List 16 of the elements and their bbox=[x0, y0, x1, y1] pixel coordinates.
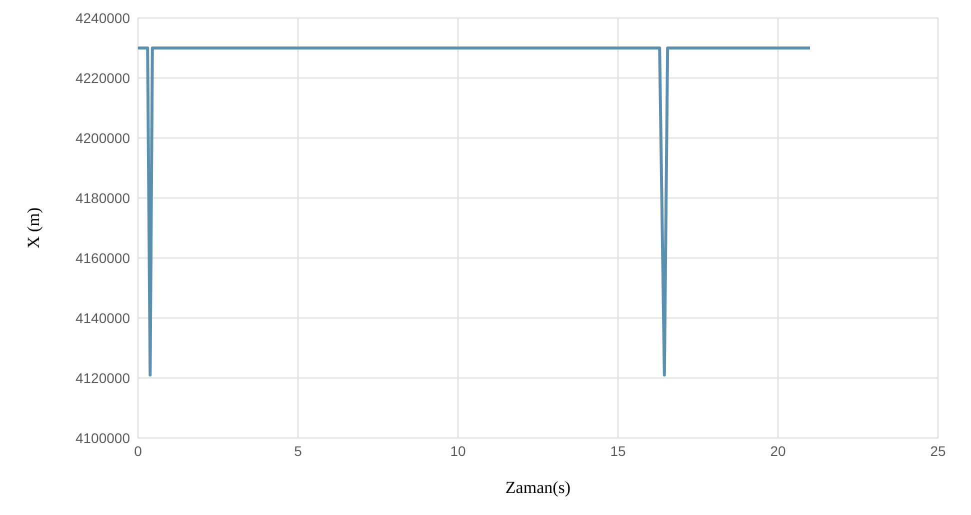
y-tick-label: 4240000 bbox=[75, 10, 130, 26]
x-tick-label: 5 bbox=[294, 442, 302, 459]
y-tick-label: 4140000 bbox=[75, 310, 130, 326]
y-tick-label: 4200000 bbox=[75, 130, 130, 146]
x-tick-label: 20 bbox=[770, 442, 786, 459]
y-axis-title: X (m) bbox=[24, 207, 44, 249]
x-tick-label: 10 bbox=[450, 442, 466, 459]
y-tick-label: 4220000 bbox=[75, 70, 130, 86]
x-tick-label: 15 bbox=[610, 442, 626, 459]
y-tick-label: 4160000 bbox=[75, 250, 130, 266]
y-tick-label: 4100000 bbox=[75, 430, 130, 446]
x-tick-label: 25 bbox=[930, 442, 946, 459]
x-tick-label: 0 bbox=[134, 442, 142, 459]
y-tick-label: 4180000 bbox=[75, 190, 130, 206]
x-axis-title: Zaman(s) bbox=[505, 478, 571, 497]
y-tick-label: 4120000 bbox=[75, 370, 130, 386]
